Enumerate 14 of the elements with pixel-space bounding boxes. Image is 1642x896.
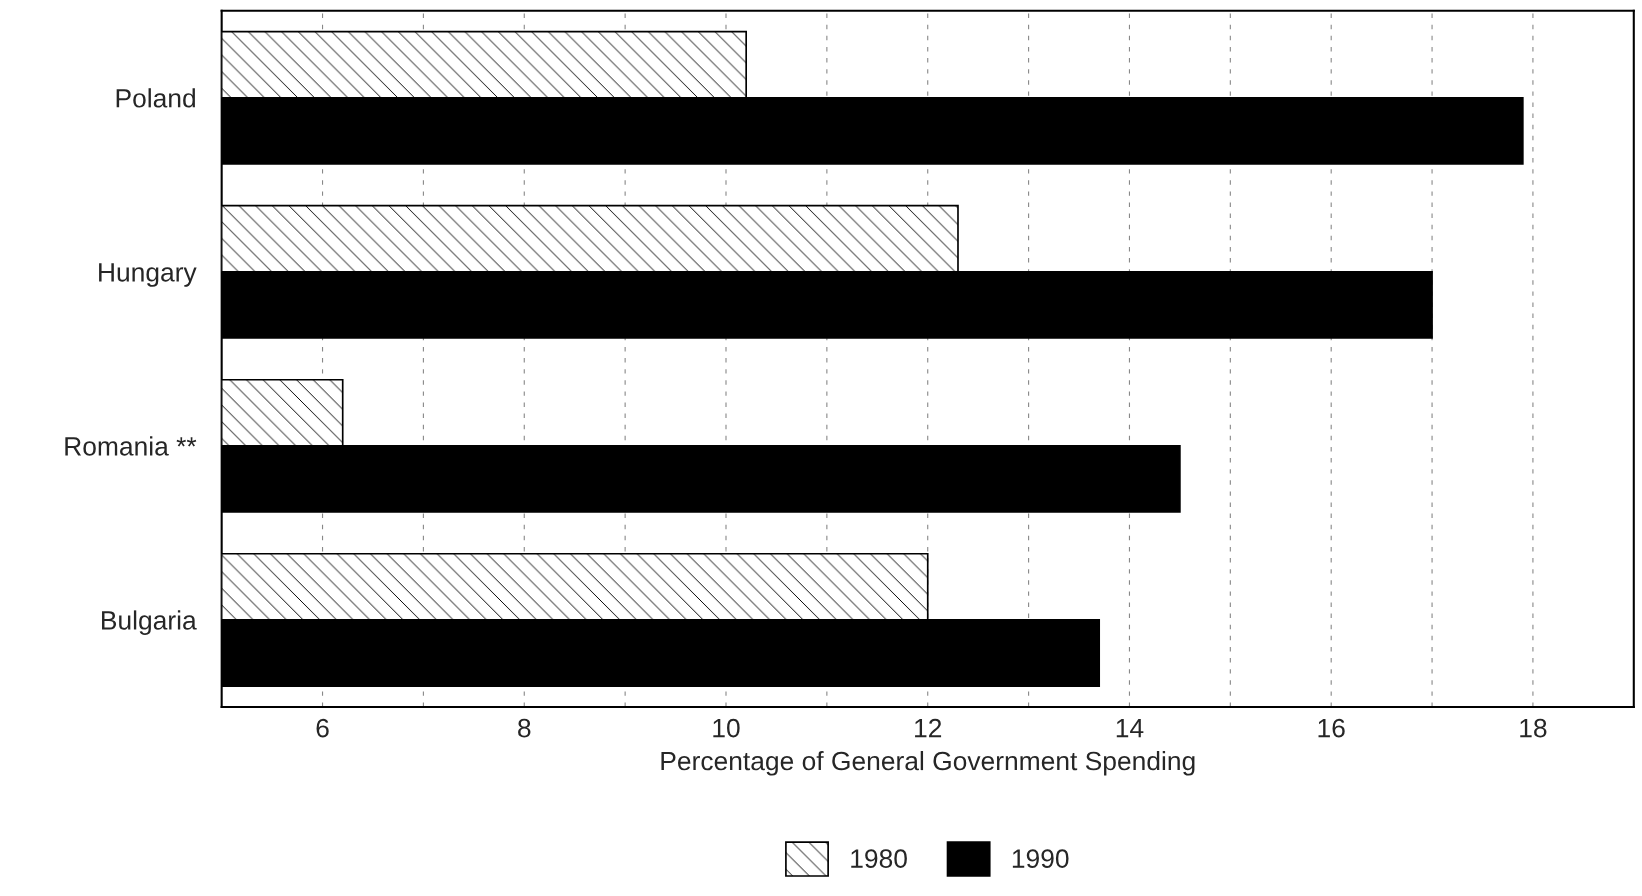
- y-tick-label: Bulgaria: [102, 610, 197, 635]
- y-tick-label: Hungary: [99, 263, 197, 287]
- legend-label: 1990: [1012, 849, 1069, 868]
- y-tick-label: Poland: [116, 88, 195, 108]
- x-tick-label: 14: [1116, 719, 1144, 738]
- x-tick-label: 10: [713, 718, 740, 738]
- legend-label: 1980: [851, 849, 907, 868]
- x-tick-label: 6: [316, 718, 329, 738]
- x-tick-label: 16: [1318, 718, 1345, 738]
- x-tick-label: 8: [518, 718, 531, 738]
- y-tick-label: Romania **: [65, 436, 197, 456]
- x-axis-title: Percentage of General Government Spending: [661, 750, 1195, 776]
- x-tick-label: 18: [1520, 718, 1547, 738]
- x-tick-label: 12: [915, 718, 942, 738]
